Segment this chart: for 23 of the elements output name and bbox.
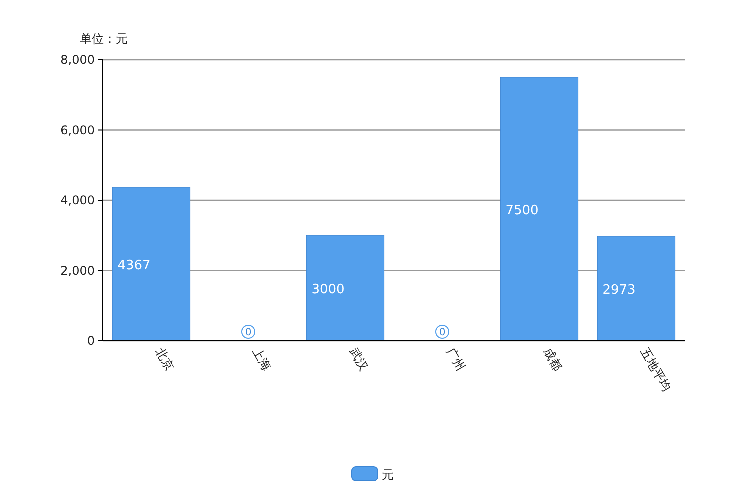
bar bbox=[597, 236, 676, 342]
x-tick-label: 北京 bbox=[152, 346, 178, 374]
bar bbox=[112, 187, 191, 342]
x-tick-label: 成都 bbox=[540, 346, 566, 374]
data-label: 4367 bbox=[118, 258, 151, 274]
x-tick-label: 五地平均 bbox=[638, 346, 674, 394]
y-tick-label: 4,000 bbox=[60, 194, 95, 208]
data-label: 2973 bbox=[602, 282, 636, 298]
data-label: 7500 bbox=[506, 203, 539, 218]
data-label: 0 bbox=[439, 328, 446, 338]
bar bbox=[500, 77, 579, 342]
y-tick-label: 0 bbox=[87, 334, 95, 348]
y-tick-label: 8,000 bbox=[60, 53, 95, 67]
data-label: 3000 bbox=[312, 282, 345, 298]
y-tick-label: 2,000 bbox=[60, 264, 95, 278]
x-tick-label: 武汉 bbox=[346, 346, 372, 374]
y-axis-title: 单位：元 bbox=[80, 32, 128, 46]
x-tick-label: 上海 bbox=[250, 346, 274, 374]
y-tick-label: 6,000 bbox=[60, 123, 95, 138]
legend-label: 元 bbox=[382, 468, 394, 482]
x-tick-label: 广州 bbox=[444, 346, 468, 374]
bar bbox=[306, 235, 385, 342]
data-label: 0 bbox=[245, 328, 252, 338]
